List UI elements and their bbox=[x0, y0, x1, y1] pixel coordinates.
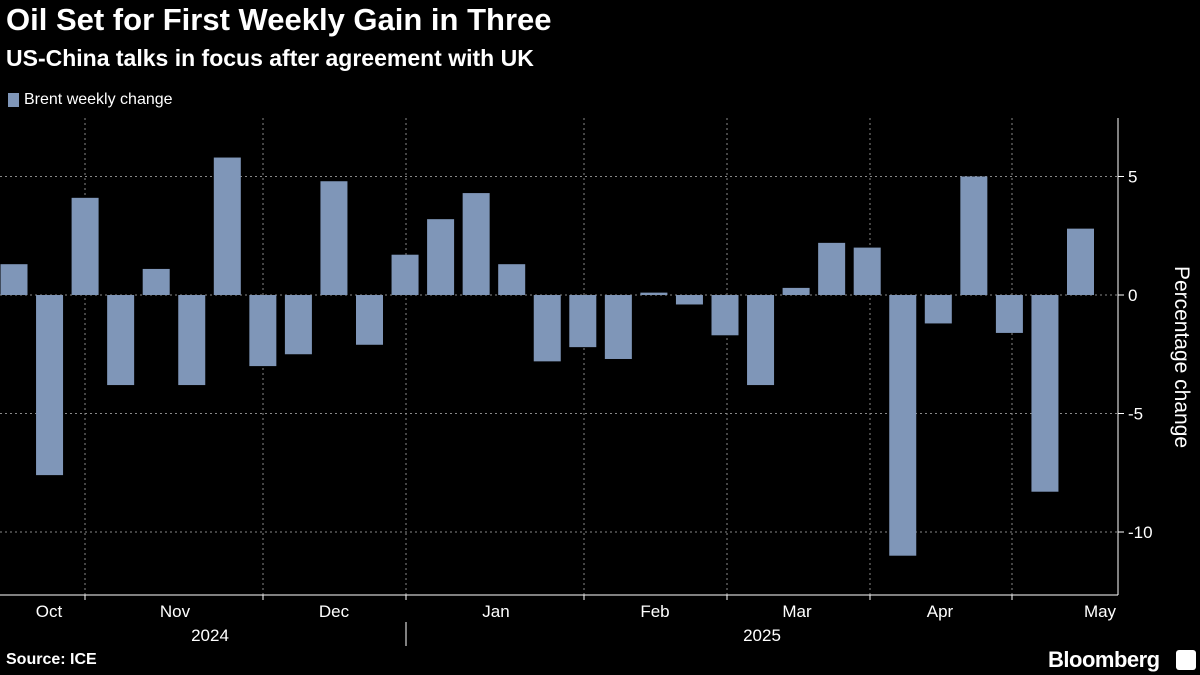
bar bbox=[142, 268, 170, 295]
x-month-label: Feb bbox=[640, 602, 669, 621]
bar bbox=[818, 242, 846, 295]
x-year-label: 2025 bbox=[743, 626, 781, 645]
bar bbox=[498, 264, 526, 295]
bar bbox=[178, 295, 206, 386]
bar bbox=[320, 181, 348, 295]
y-tick-label: 5 bbox=[1128, 168, 1137, 187]
bar bbox=[462, 193, 490, 295]
bar bbox=[675, 295, 703, 305]
bar bbox=[711, 295, 739, 336]
bar bbox=[427, 219, 455, 295]
y-tick-label: -5 bbox=[1128, 405, 1143, 424]
legend-label: Brent weekly change bbox=[24, 91, 173, 108]
bar bbox=[747, 295, 775, 386]
y-axis-label: Percentage change bbox=[1170, 266, 1193, 448]
x-month-label: Nov bbox=[160, 602, 191, 621]
bar bbox=[36, 295, 64, 476]
bar bbox=[782, 287, 810, 295]
x-month-label: Jan bbox=[482, 602, 509, 621]
bar bbox=[995, 295, 1023, 333]
bar bbox=[284, 295, 312, 355]
bloomberg-logo: Bloomberg bbox=[1048, 647, 1160, 672]
x-month-label: Apr bbox=[927, 602, 954, 621]
y-tick-label: 0 bbox=[1128, 286, 1137, 305]
chart-subtitle: US-China talks in focus after agreement … bbox=[6, 45, 534, 71]
bar bbox=[604, 295, 632, 359]
bar bbox=[0, 264, 28, 295]
x-month-label: May bbox=[1084, 602, 1117, 621]
x-month-label: Oct bbox=[36, 602, 63, 621]
bar bbox=[391, 254, 419, 295]
legend-swatch bbox=[8, 93, 19, 107]
bar bbox=[960, 176, 988, 295]
y-tick-label: -10 bbox=[1128, 523, 1153, 542]
source-note: Source: ICE bbox=[6, 651, 97, 668]
bloomberg-chart-icon bbox=[1176, 650, 1196, 670]
bar bbox=[569, 295, 597, 348]
bar bbox=[640, 292, 668, 295]
bar bbox=[853, 247, 881, 295]
bar bbox=[356, 295, 383, 345]
bar bbox=[1031, 295, 1059, 492]
bar bbox=[924, 295, 952, 324]
bar bbox=[249, 295, 277, 367]
bar bbox=[889, 295, 917, 556]
bar bbox=[107, 295, 135, 386]
bar bbox=[533, 295, 561, 362]
bar bbox=[213, 157, 241, 295]
bar bbox=[71, 197, 99, 295]
bar bbox=[1067, 228, 1094, 295]
x-month-label: Dec bbox=[319, 602, 350, 621]
legend: Brent weekly change bbox=[8, 91, 173, 109]
x-year-label: 2024 bbox=[191, 626, 229, 645]
chart-title: Oil Set for First Weekly Gain in Three bbox=[6, 2, 552, 37]
x-month-label: Mar bbox=[782, 602, 812, 621]
